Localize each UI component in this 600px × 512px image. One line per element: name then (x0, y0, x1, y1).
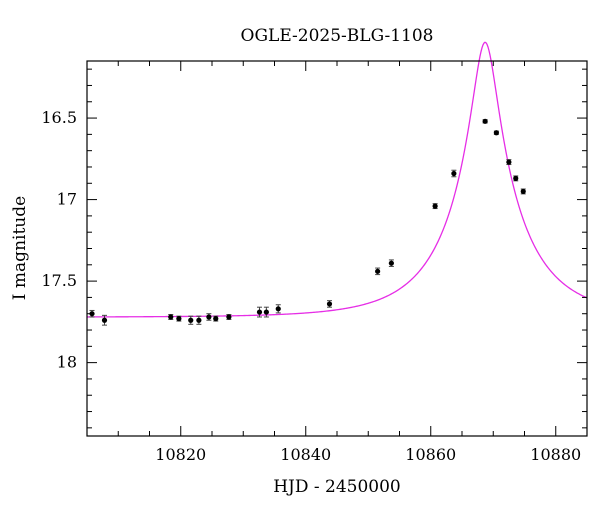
data-marker (513, 175, 519, 181)
data-marker (256, 309, 263, 315)
data-marker (388, 260, 394, 266)
model-curve-layer (87, 41, 588, 318)
y-tick-label: 17.5 (41, 271, 77, 290)
data-point (176, 315, 182, 322)
data-point (101, 314, 108, 326)
data-marker (101, 317, 108, 323)
x-tick-label: 10860 (405, 445, 456, 464)
data-points-layer (89, 118, 526, 326)
data-point (275, 304, 281, 314)
data-point (263, 306, 269, 318)
data-marker (520, 188, 526, 195)
data-marker (451, 170, 457, 177)
x-tick-label: 10820 (155, 445, 206, 464)
plot-frame (86, 60, 588, 437)
data-marker (226, 314, 232, 320)
data-point (256, 306, 263, 318)
data-point (375, 267, 381, 276)
data-marker (482, 118, 488, 124)
data-point (213, 315, 219, 322)
data-marker (263, 309, 269, 315)
data-marker (176, 316, 182, 322)
x-tick-label: 10880 (530, 445, 581, 464)
data-marker (275, 306, 281, 312)
data-marker (375, 268, 381, 274)
data-marker (432, 203, 438, 209)
data-point (196, 315, 202, 325)
data-marker (213, 316, 219, 322)
data-point (226, 314, 232, 320)
data-marker (168, 314, 174, 320)
data-point (432, 203, 438, 210)
data-marker (188, 317, 194, 323)
model-curve (87, 41, 588, 318)
data-point (493, 130, 499, 136)
data-point (326, 300, 333, 308)
data-point (206, 313, 212, 321)
data-point (451, 169, 457, 178)
data-point (188, 315, 194, 325)
y-tick-label: 16.5 (41, 108, 77, 127)
data-marker (506, 159, 512, 165)
data-marker (326, 301, 333, 307)
y-axis-label: I magnitude (10, 196, 30, 300)
data-marker (493, 130, 499, 136)
x-tick-label: 10840 (280, 445, 331, 464)
x-axis-label: HJD - 2450000 (273, 477, 401, 497)
chart-title: OGLE-2025-BLG-1108 (241, 26, 434, 46)
data-point (520, 188, 526, 195)
data-marker (196, 317, 202, 323)
data-point (482, 118, 488, 124)
data-point (388, 259, 394, 267)
data-point (506, 159, 512, 166)
data-marker (206, 314, 212, 320)
data-point (168, 314, 174, 320)
axis-ticks-layer: 10820 10840 10860 10880 16.5 17 17.5 18 (41, 61, 588, 464)
data-point (513, 175, 519, 182)
y-tick-label: 17 (57, 190, 77, 209)
y-tick-label: 18 (57, 353, 77, 372)
